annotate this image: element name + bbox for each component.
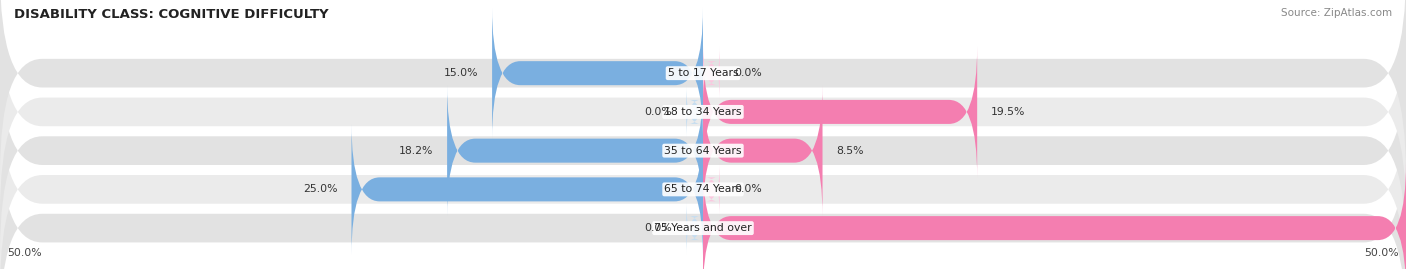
Text: 25.0%: 25.0% bbox=[302, 184, 337, 194]
Text: 50.0%: 50.0% bbox=[1364, 248, 1399, 258]
Text: 65 to 74 Years: 65 to 74 Years bbox=[664, 184, 742, 194]
Text: 0.0%: 0.0% bbox=[734, 68, 762, 78]
FancyBboxPatch shape bbox=[703, 163, 720, 216]
FancyBboxPatch shape bbox=[686, 201, 703, 255]
FancyBboxPatch shape bbox=[0, 49, 1406, 253]
FancyBboxPatch shape bbox=[0, 0, 1406, 175]
Text: 0.0%: 0.0% bbox=[734, 184, 762, 194]
Text: 0.0%: 0.0% bbox=[644, 107, 672, 117]
FancyBboxPatch shape bbox=[447, 85, 703, 216]
Text: 18.2%: 18.2% bbox=[399, 146, 433, 156]
Text: DISABILITY CLASS: COGNITIVE DIFFICULTY: DISABILITY CLASS: COGNITIVE DIFFICULTY bbox=[14, 8, 329, 21]
Text: 0.0%: 0.0% bbox=[644, 223, 672, 233]
FancyBboxPatch shape bbox=[686, 85, 703, 139]
Text: 35 to 64 Years: 35 to 64 Years bbox=[664, 146, 742, 156]
Text: 15.0%: 15.0% bbox=[443, 68, 478, 78]
Text: 18 to 34 Years: 18 to 34 Years bbox=[664, 107, 742, 117]
Text: 19.5%: 19.5% bbox=[991, 107, 1025, 117]
FancyBboxPatch shape bbox=[352, 124, 703, 255]
Text: 50.0%: 50.0% bbox=[7, 248, 42, 258]
FancyBboxPatch shape bbox=[492, 8, 703, 139]
FancyBboxPatch shape bbox=[703, 85, 823, 216]
FancyBboxPatch shape bbox=[0, 87, 1406, 269]
Text: Source: ZipAtlas.com: Source: ZipAtlas.com bbox=[1281, 8, 1392, 18]
Text: 5 to 17 Years: 5 to 17 Years bbox=[668, 68, 738, 78]
FancyBboxPatch shape bbox=[0, 10, 1406, 214]
FancyBboxPatch shape bbox=[0, 126, 1406, 269]
FancyBboxPatch shape bbox=[703, 47, 720, 100]
Text: 8.5%: 8.5% bbox=[837, 146, 865, 156]
FancyBboxPatch shape bbox=[703, 47, 977, 177]
FancyBboxPatch shape bbox=[703, 163, 1406, 269]
Text: 75 Years and over: 75 Years and over bbox=[654, 223, 752, 233]
